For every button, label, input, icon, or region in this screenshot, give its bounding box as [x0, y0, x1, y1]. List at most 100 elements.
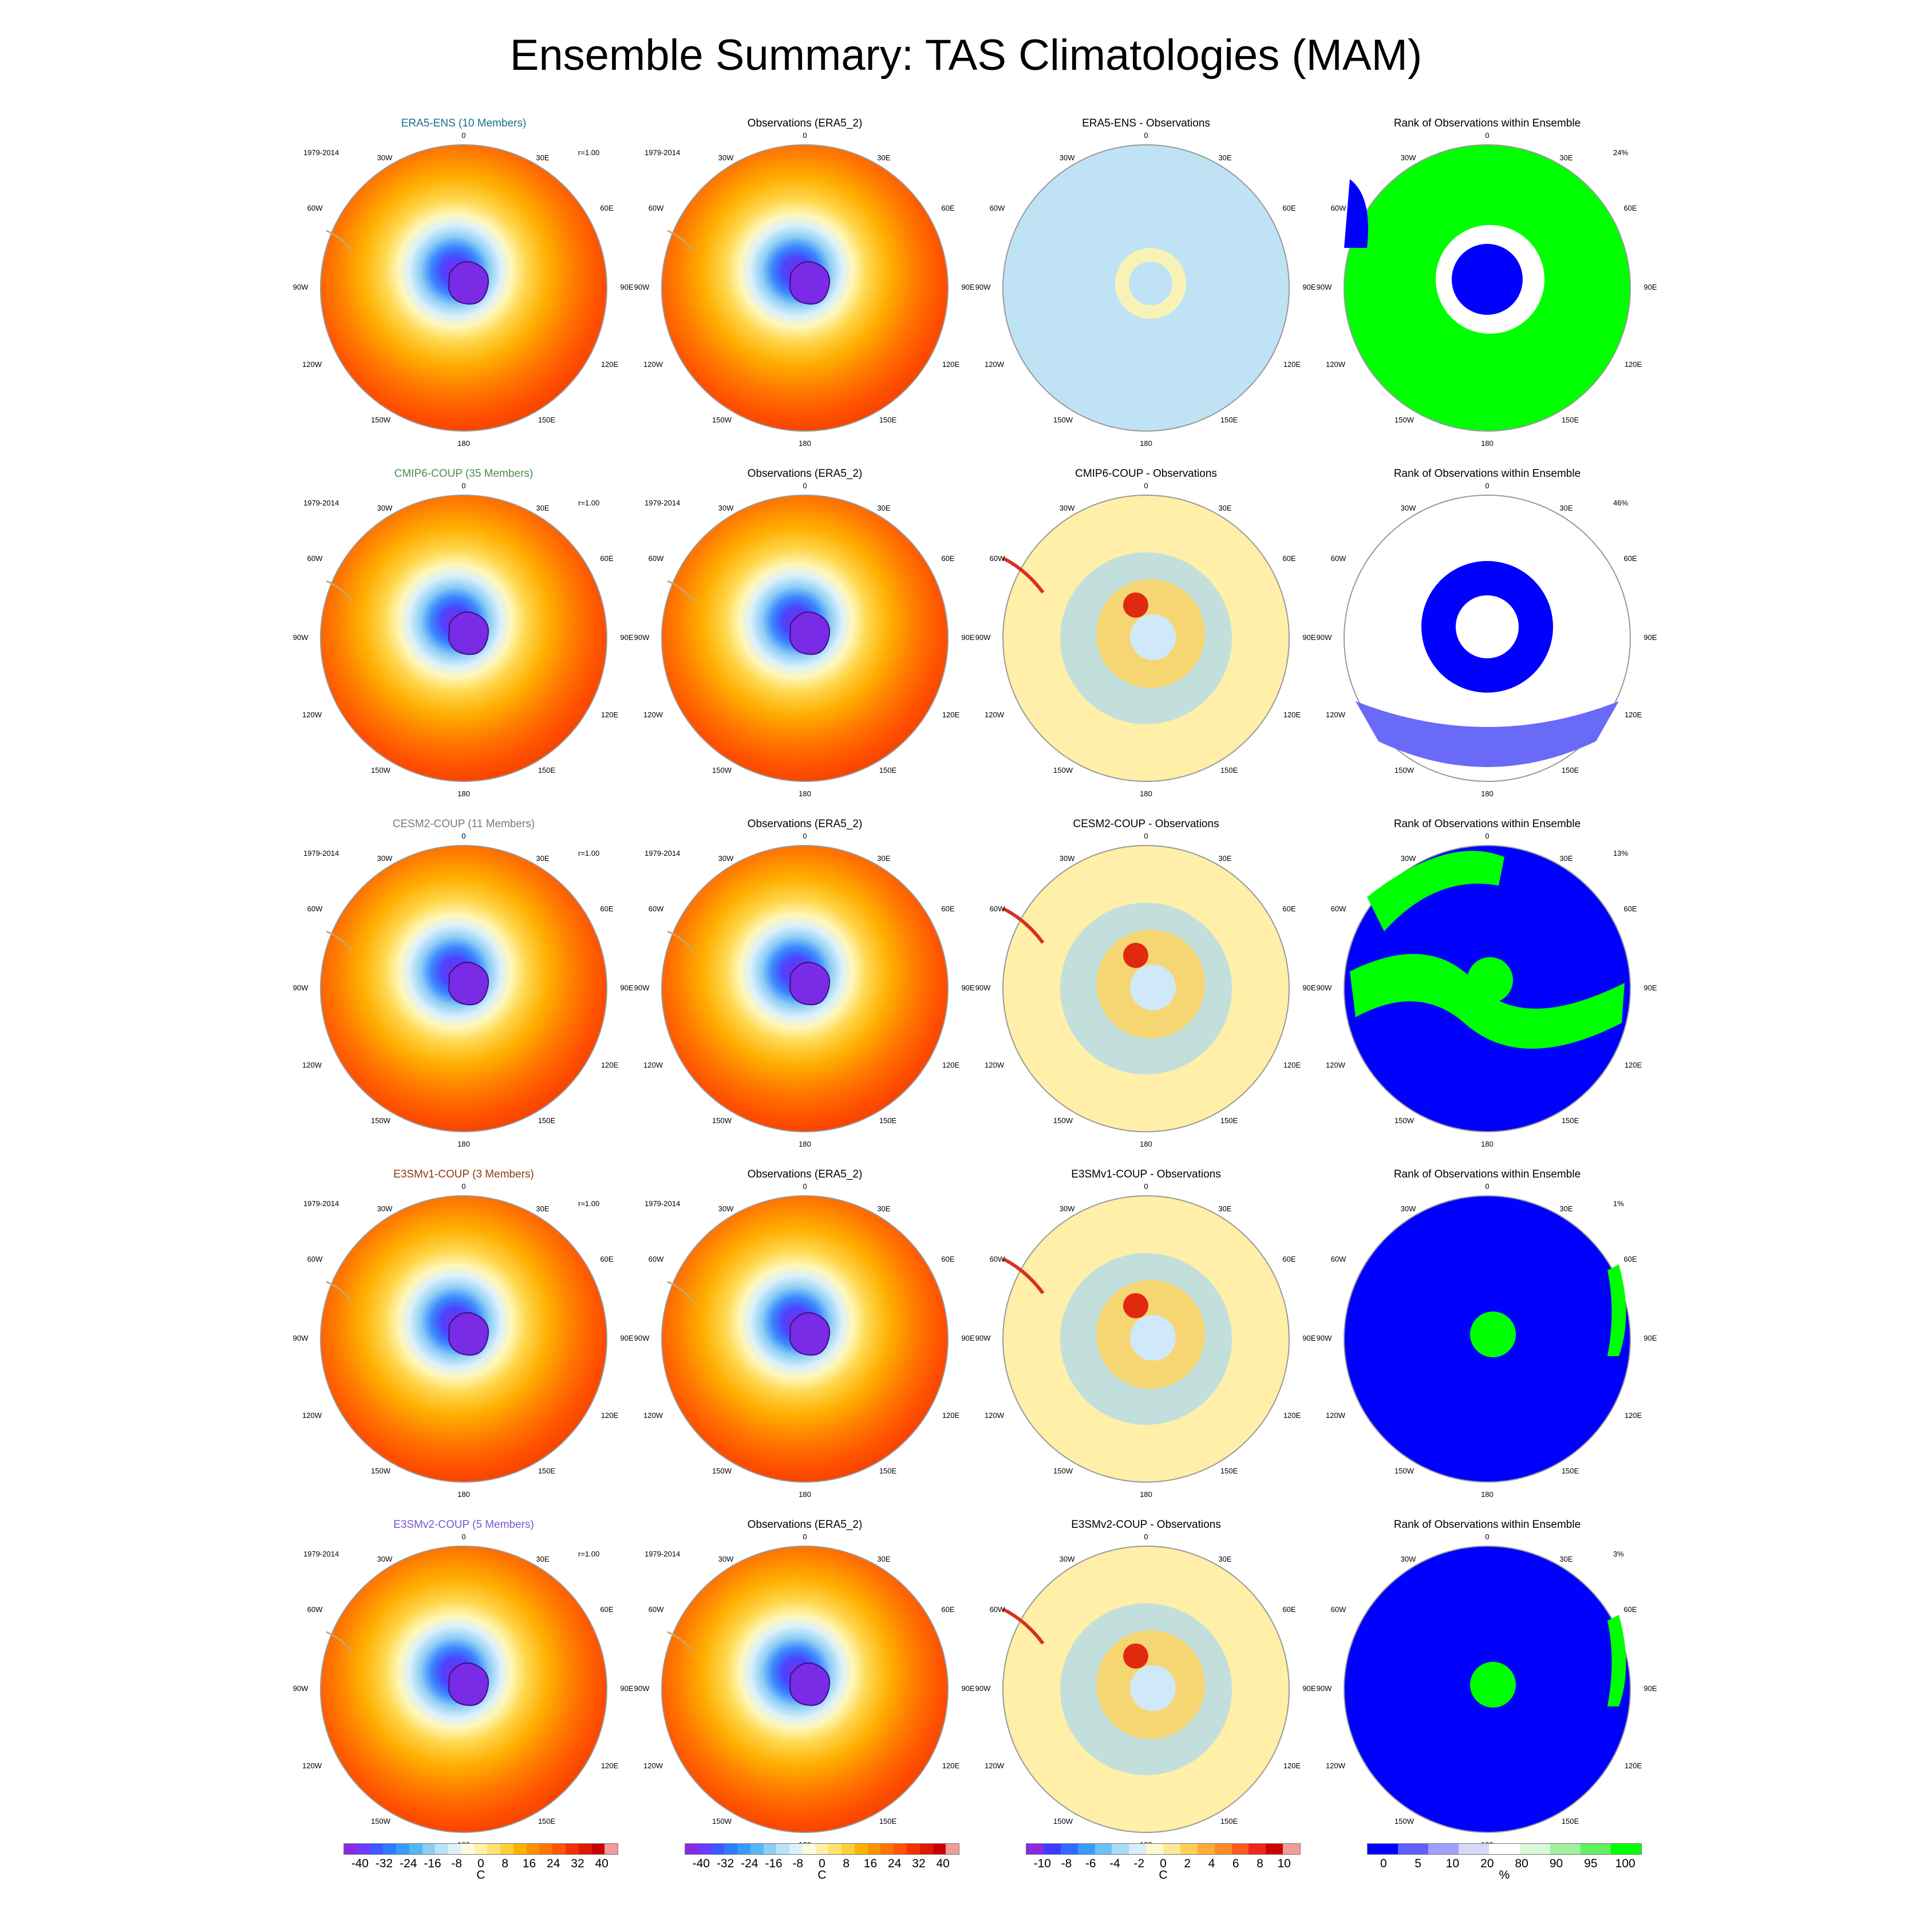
colorbar-unit: C [817, 1868, 827, 1882]
observations-title: Observations (ERA5_2) [747, 468, 863, 480]
colorbar-swatch [344, 1844, 357, 1854]
lon-label-e90: 90E [1643, 283, 1657, 291]
lon-label-s150e: 150E [879, 766, 897, 775]
correlation-label: r=1.00 [578, 1199, 599, 1208]
lon-label-n60e: 60E [1623, 554, 1637, 563]
lon-label-s120w: 120W [1326, 360, 1346, 369]
lon-label-s150w: 150W [1394, 1116, 1415, 1125]
lon-label-n60e: 60E [600, 204, 613, 212]
lon-label-s150w: 150W [712, 1467, 732, 1475]
polar-map: 0 180 30W 30E 60W 60E 90W 90E 120W 120E 150W 150E 19… [634, 481, 975, 798]
antarctica-outline [789, 1662, 830, 1706]
lon-label-s150e: 150E [538, 416, 556, 424]
colorbar-tick-label: 16 [863, 1857, 878, 1870]
lon-label-s150e: 150E [538, 1467, 556, 1475]
lon-label-e90: 90E [620, 633, 633, 642]
colorbar-swatch [539, 1844, 553, 1854]
colorbar-swatch [1163, 1844, 1180, 1854]
lon-label-s120w: 120W [1326, 1061, 1346, 1069]
lon-label-top: 0 [1485, 832, 1489, 840]
colorbar-tick-label: 10 [1277, 1857, 1291, 1870]
lon-label-n30e: 30E [536, 1555, 549, 1563]
colorbar-tick-label: -24 [741, 1857, 758, 1870]
lon-label-bottom: 180 [457, 789, 470, 798]
colorbar-swatch [1060, 1844, 1078, 1854]
lon-label-e90: 90E [1643, 983, 1657, 992]
colorbar-swatch [1368, 1844, 1398, 1854]
colorbar-swatch [1043, 1844, 1061, 1854]
rank-region [1356, 701, 1619, 767]
diff-anomaly [1129, 262, 1172, 305]
colorbar-tick-label: -40 [692, 1857, 710, 1870]
rank-percent-label: 1% [1613, 1199, 1624, 1208]
colorbar-swatch [552, 1844, 566, 1854]
diff-anomaly [1123, 1643, 1148, 1669]
lon-label-s150e: 150E [1220, 766, 1238, 775]
rank-panel: Rank of Observations within Ensemble0180… [1317, 1519, 1657, 1849]
antarctica-outline [448, 611, 489, 655]
difference-title: E3SMv1-COUP - Observations [1071, 1168, 1221, 1180]
lon-label-n60w: 60W [1331, 204, 1346, 212]
lon-label-bottom: 180 [1140, 1140, 1152, 1148]
colorbar-ticks: -40 -32 -24 -16 -8 0 8 16 24 32 40 [343, 1855, 618, 1871]
model-panel: E3SMv1-COUP (3 Members) 0 180 30W 30E 60W 60E 9… [293, 1168, 634, 1499]
colorbar-tick-label: -8 [1061, 1857, 1072, 1870]
south-america-coast [326, 1281, 353, 1302]
lon-label-w90: 90W [634, 1334, 650, 1342]
colorbar-swatch [1398, 1844, 1429, 1854]
polar-map: 0 180 30W 30E 60W 60E 90W 90E 120W 120E 150W 150E 19… [293, 131, 634, 448]
colorbar-swatch [763, 1844, 777, 1854]
lon-label-n60e: 60E [1623, 204, 1637, 212]
polar-map: 018030W30E60W60E90W90E120W120E150W150E3% [1317, 1532, 1657, 1849]
lon-label-e90: 90E [961, 1684, 974, 1693]
south-america-coast [326, 230, 353, 251]
model-panel: ERA5-ENS (10 Members) 0 180 30W 30E 60W 60E 90W… [293, 117, 634, 448]
colorbar-swatch [370, 1844, 384, 1854]
diff-anomaly [1123, 1293, 1148, 1318]
lon-label-bottom: 180 [1140, 439, 1152, 448]
lon-label-e90: 90E [961, 283, 974, 291]
colorbar-difference: -10 -8 -6 -4 -2 0 2 4 6 8 10 C [1026, 1843, 1301, 1882]
lon-label-n60e: 60E [1623, 1605, 1637, 1614]
south-america-coast [326, 580, 353, 602]
lon-label-s120w: 120W [302, 1761, 322, 1770]
polar-map: 0 180 30W 30E 60W 60E 90W 90E 120W 120E 150W 150E 24… [1317, 131, 1657, 448]
lon-label-w90: 90W [975, 283, 991, 291]
colorbar-swatch [578, 1844, 592, 1854]
lon-label-s120e: 120E [601, 360, 619, 369]
colorbar-tick-label: 95 [1584, 1857, 1598, 1870]
colorbar-swatches [1026, 1843, 1301, 1855]
lon-label-top: 0 [1485, 1182, 1489, 1191]
lon-label-s150w: 150W [1053, 1116, 1073, 1125]
colorbar-unit: % [1499, 1868, 1510, 1882]
colorbar-swatch [750, 1844, 764, 1854]
diff-anomaly [1002, 1607, 1045, 1645]
lon-label-n60w: 60W [990, 1605, 1005, 1614]
colorbar-swatch [1428, 1844, 1459, 1854]
colorbar-tick-label: 24 [888, 1857, 902, 1870]
period-label: 1979-2014 [645, 1550, 680, 1558]
polar-map: 0 180 30W 30E 60W 60E 90W 90E 120W 120E 150W 150E [975, 131, 1316, 448]
period-label: 1979-2014 [645, 849, 680, 858]
colorbar-tick-label: -6 [1085, 1857, 1096, 1870]
lon-label-top: 0 [803, 131, 807, 140]
lon-label-n30w: 30W [377, 854, 393, 863]
colorbar-swatch [435, 1844, 449, 1854]
rank-percent-label: 24% [1613, 148, 1628, 157]
colorbar-tick-label: 6 [1232, 1857, 1239, 1870]
lon-label-w90: 90W [1317, 283, 1332, 291]
lon-label-w90: 90W [1317, 633, 1332, 642]
lon-label-n30e: 30E [1218, 504, 1231, 512]
colorbar-rank: 0 5 10 20 80 90 95 100% [1367, 1843, 1642, 1882]
lon-label-w90: 90W [1317, 1334, 1332, 1342]
lon-label-n30w: 30W [377, 504, 393, 512]
rank-region [1607, 1265, 1626, 1356]
lon-label-n60e: 60E [600, 904, 613, 913]
colorbar-swatch [1026, 1844, 1044, 1854]
diff-anomaly [1002, 907, 1045, 944]
colorbar-swatch [1489, 1844, 1520, 1854]
lon-label-n30w: 30W [718, 1555, 734, 1563]
polar-map: 0 180 30W 30E 60W 60E 90W 90E 120W 120E 150W 150E 19… [634, 832, 975, 1148]
lon-label-s150e: 150E [879, 1116, 897, 1125]
